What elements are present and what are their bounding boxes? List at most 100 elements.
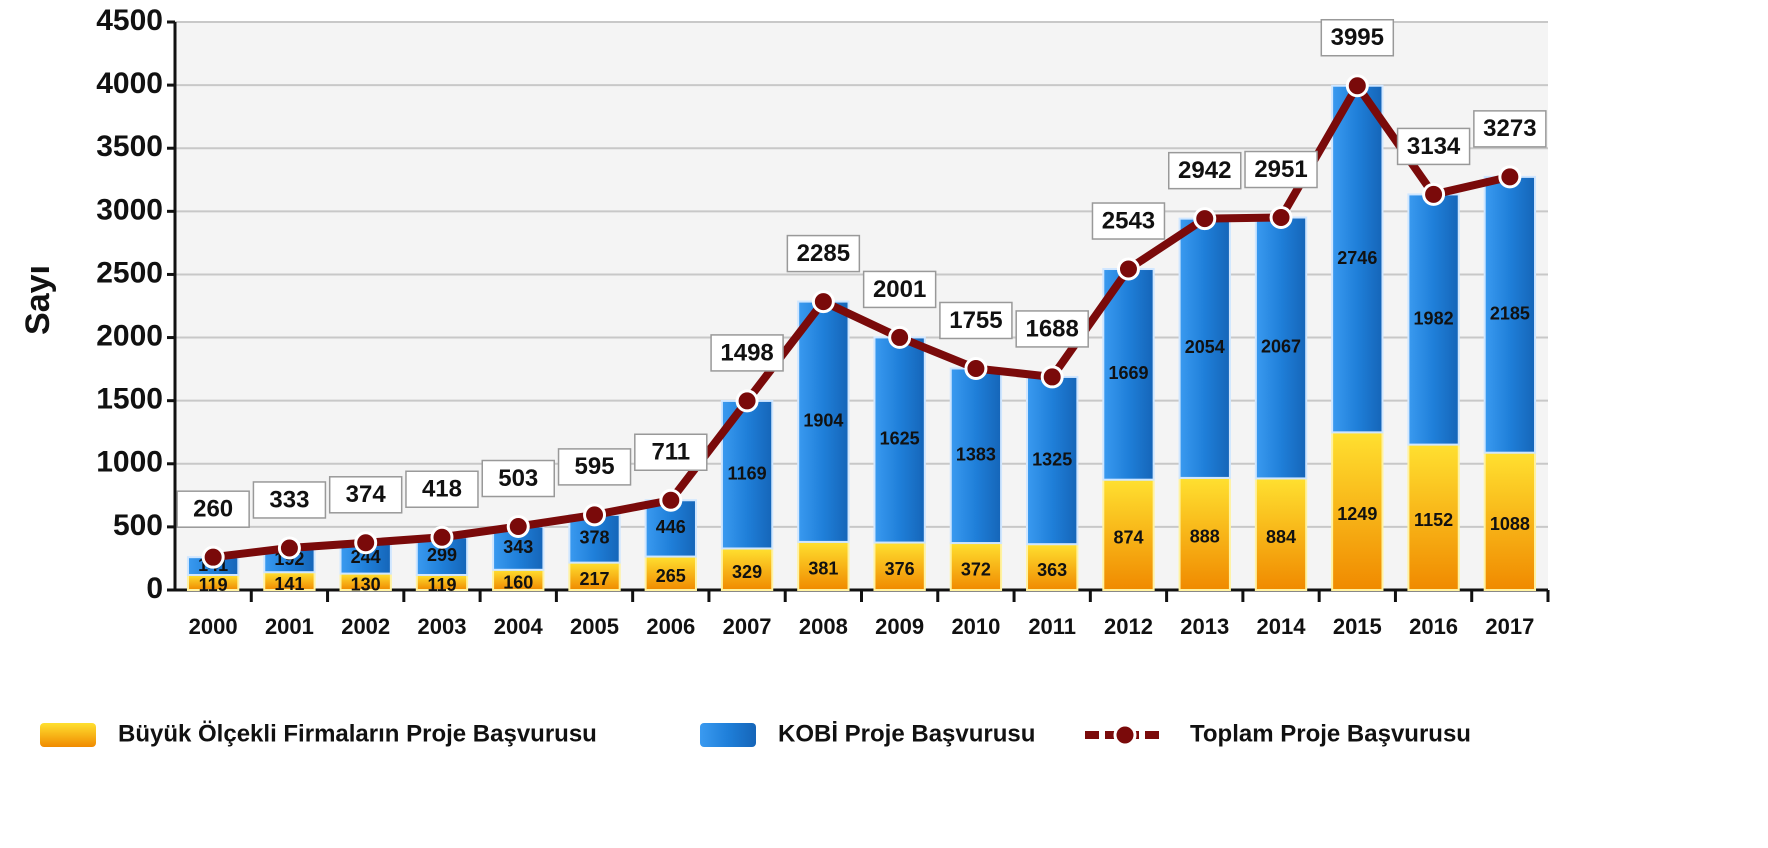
data-label: 446 [656,517,686,537]
total-label-box [252,481,327,519]
data-label: 1383 [956,445,996,465]
x-tick-label: 2015 [1333,614,1382,639]
total-label: 3134 [1407,133,1461,160]
legend-marker [1113,723,1137,747]
total-label-box [862,270,937,309]
total-label: 2942 [1178,157,1231,184]
total-label-box [1015,310,1089,348]
legend-label: Toplam Proje Başvurusu [1190,720,1471,747]
x-tick-label: 2003 [417,614,466,639]
data-label: 141 [274,574,304,594]
line-point [964,356,988,380]
data-label: 1152 [1414,510,1453,530]
line-point [1269,206,1293,230]
x-tick-label: 2008 [799,614,848,639]
y-tick-label: 500 [113,509,163,542]
data-label: 1625 [880,429,920,449]
bar-segment [1483,175,1537,454]
y-tick-label: 2500 [96,256,163,289]
data-label: 884 [1266,527,1296,547]
y-tick-label: 1500 [96,383,163,416]
data-label: 874 [1113,528,1143,548]
data-label: 329 [732,562,762,582]
y-axis-label: Sayı [19,265,57,335]
data-label: 244 [351,547,381,567]
legend-swatch [700,723,756,747]
plot-background [175,22,1548,590]
x-tick-label: 2017 [1485,614,1534,639]
total-label-box [786,234,861,273]
data-label: 1325 [1032,449,1072,469]
data-label: 119 [427,575,456,595]
bar-segment [644,555,697,591]
total-label-box [1091,202,1166,240]
bar-segment [1483,451,1537,591]
x-tick-label: 2012 [1104,614,1153,639]
total-label-box [939,301,1013,340]
total-label-box [1396,127,1471,166]
data-label: 130 [351,575,381,595]
bar-segment [720,547,774,592]
data-label: 376 [885,559,915,579]
line-point [888,325,912,349]
line [212,81,1511,562]
data-label: 1169 [728,463,767,483]
data-label: 160 [503,573,533,593]
total-label: 1688 [1025,315,1078,342]
x-tick-label: 2016 [1409,614,1458,639]
y-tick-label: 0 [146,572,163,605]
data-label: 119 [199,575,228,595]
total-label: 2951 [1254,156,1307,183]
bar-segment [949,542,1003,592]
line-point [659,488,683,512]
total-label-box [405,470,479,508]
total-label-box [1473,110,1547,148]
total-label: 3273 [1483,115,1536,142]
y-tick-label: 2000 [96,319,163,352]
x-tick-label: 2004 [494,614,544,639]
bar-segment [1254,216,1308,480]
data-label: 1249 [1337,504,1377,524]
total-label-box [481,459,555,498]
data-label: 2054 [1185,337,1225,357]
bar-segment [949,367,1003,545]
total-label-box [328,476,403,514]
line-point [811,290,835,314]
data-label: 217 [580,569,610,589]
x-tick-label: 2007 [723,614,772,639]
total-label: 2285 [797,240,850,267]
x-tick-label: 2011 [1028,614,1076,639]
line-point [506,515,530,539]
x-tick-label: 2006 [646,614,695,639]
data-label: 2067 [1261,337,1301,357]
line-point [430,525,454,549]
x-tick-label: 2005 [570,614,619,639]
total-label: 2001 [873,276,926,303]
data-label: 381 [808,559,838,579]
x-tick-label: 2009 [875,614,924,639]
total-label-box [1320,18,1395,57]
total-label: 374 [346,481,387,508]
bar-segment [797,540,850,592]
bar-segment [1331,84,1384,434]
y-tick-label: 4000 [96,67,163,100]
total-label: 1755 [949,307,1002,334]
bar-segment [1254,477,1308,591]
total-label: 2543 [1102,207,1155,234]
line-point [735,389,759,413]
y-tick-label: 1000 [96,446,163,479]
line-point [1422,182,1446,206]
line-point [583,503,607,527]
data-label: 1088 [1490,514,1530,534]
bar-segment [1407,193,1460,446]
x-tick-label: 2002 [341,614,390,639]
total-label: 595 [575,453,615,480]
total-label-box [1244,150,1318,189]
data-label: 1904 [803,410,843,430]
data-label: 1982 [1414,308,1454,328]
legend-label: KOBİ Proje Başvurusu [778,720,1035,747]
total-label: 711 [651,439,690,466]
line-point [1040,365,1064,389]
bar-segment [873,336,926,544]
